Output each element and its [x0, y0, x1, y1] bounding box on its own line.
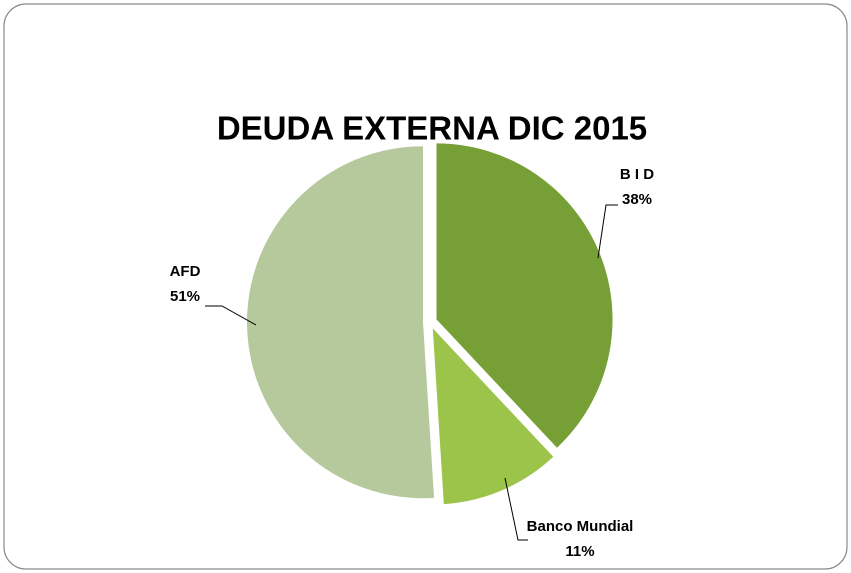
- leader-line: [504, 477, 528, 541]
- chart-title: DEUDA EXTERNA DIC 2015: [217, 110, 647, 147]
- leader-line: [597, 204, 618, 259]
- pie-slice: [436, 143, 613, 448]
- pie-slice: [247, 146, 435, 499]
- slice-value-label: 38%: [622, 191, 652, 208]
- slice-value-label: 51%: [170, 288, 200, 305]
- slice-value-label: 11%: [565, 543, 594, 560]
- slice-label: Banco Mundial: [527, 518, 634, 535]
- slice-label: B I D: [620, 166, 654, 183]
- slice-label: AFD: [170, 263, 201, 280]
- leader-line: [205, 305, 257, 326]
- frame: [3, 3, 848, 570]
- pie-slice: [432, 328, 554, 505]
